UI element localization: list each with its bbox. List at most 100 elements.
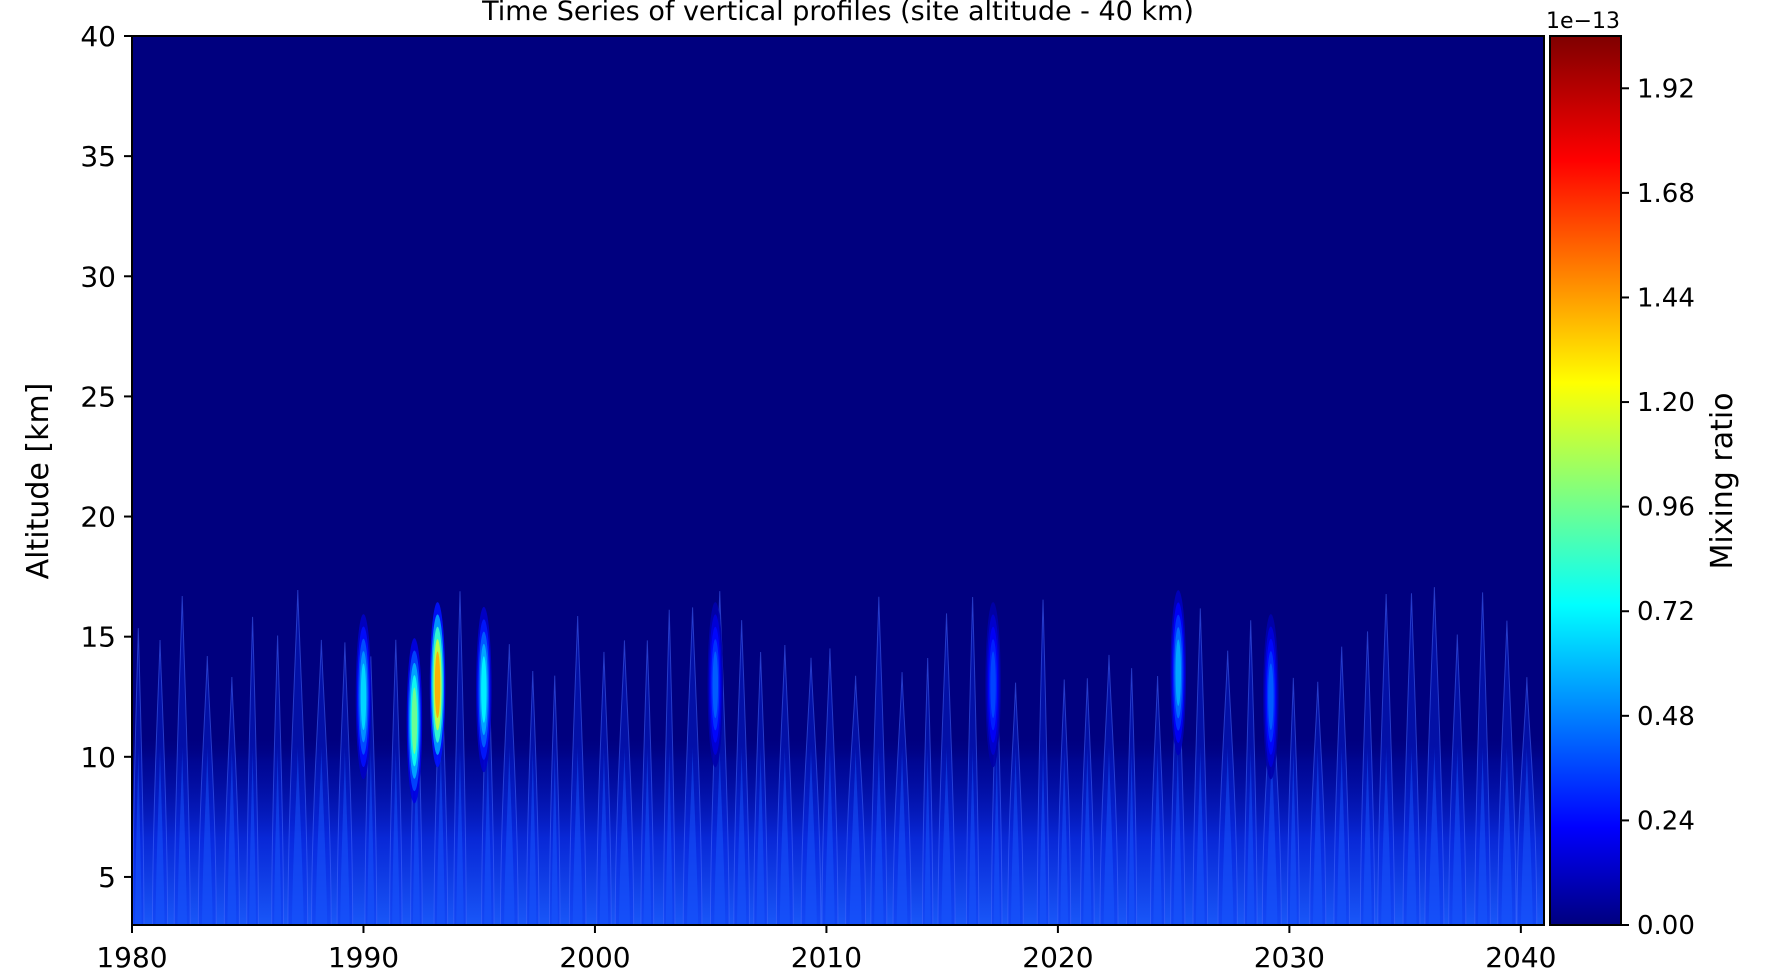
- seasonal-plume-core: [412, 744, 420, 925]
- seasonal-plume-core: [291, 744, 304, 925]
- seasonal-plume-core: [779, 744, 790, 925]
- seasonal-plume-core: [924, 744, 931, 925]
- colorbar-multiplier: 1e−13: [1546, 9, 1620, 34]
- seasonal-plume-core: [177, 744, 187, 925]
- seasonal-plume: [682, 607, 703, 925]
- seasonal-plume-core: [993, 744, 1000, 925]
- seasonal-plume: [1424, 587, 1445, 925]
- seasonal-plume: [800, 657, 822, 925]
- heatmap-field: [132, 587, 1544, 925]
- y-tick-label: 15: [80, 621, 116, 654]
- seasonal-plume-core: [1266, 744, 1278, 925]
- x-tick-label: 2030: [1254, 941, 1325, 974]
- seasonal-plume-core: [1289, 744, 1297, 925]
- seasonal-plume-core: [618, 744, 630, 925]
- seasonal-plume: [892, 672, 912, 925]
- seasonal-plume-core: [1103, 744, 1115, 925]
- plot-area: 1980 1990 2000 2010 2020 2030 2040 5 10 15 20 25 30…: [80, 20, 1556, 974]
- x-axis: 1980 1990 2000 2010 2020 2030 2040: [96, 925, 1556, 974]
- seasonal-plume: [1217, 650, 1238, 925]
- seasonal-plume-core: [1501, 744, 1513, 925]
- seasonal-plume-core: [1312, 744, 1323, 925]
- colorbar: 0.00 0.24 0.48 0.72 0.96 1.20 1.44 1.68 1.92 1e−…: [1546, 9, 1740, 941]
- colorbar-tick-label: 0.24: [1637, 806, 1695, 836]
- seasonal-plume: [197, 656, 217, 925]
- seasonal-plume-core: [551, 744, 558, 925]
- high-concentration-feature: [990, 651, 996, 718]
- seasonal-plume: [1516, 677, 1538, 925]
- seasonal-plume-core: [274, 744, 282, 925]
- seasonal-plume: [733, 620, 750, 925]
- seasonal-plume: [821, 648, 839, 925]
- seasonal-plume-core: [340, 744, 350, 925]
- colorbar-ticks: 0.00 0.24 0.48 0.72 0.96 1.20 1.44 1.68 1.92: [1621, 74, 1695, 941]
- seasonal-plume-core: [504, 744, 515, 925]
- y-tick-label: 40: [80, 20, 116, 53]
- seasonal-plume-core: [805, 744, 817, 925]
- seasonal-plume: [311, 639, 332, 925]
- seasonal-plume: [389, 639, 403, 925]
- seasonal-plume-core: [484, 744, 492, 925]
- seasonal-plume: [500, 644, 519, 925]
- colorbar-tick-label: 1.92: [1637, 74, 1695, 104]
- seasonal-plume-core: [1246, 744, 1255, 925]
- seasonal-plume: [1099, 654, 1119, 925]
- seasonal-plume: [336, 642, 354, 925]
- seasonal-plume-core: [1381, 744, 1392, 925]
- seasonal-plume: [937, 613, 956, 925]
- seasonal-plume: [173, 596, 191, 925]
- seasonal-plume-core: [687, 744, 699, 925]
- seasonal-plume: [709, 591, 730, 925]
- seasonal-plume: [922, 658, 934, 925]
- y-axis-title: Altitude [km]: [21, 383, 56, 580]
- colorbar-tick-label: 1.20: [1637, 388, 1695, 418]
- y-tick-label: 30: [80, 260, 116, 293]
- seasonal-plume-core: [1428, 744, 1441, 925]
- y-tick-label: 5: [98, 861, 116, 894]
- seasonal-plume-core: [736, 744, 747, 925]
- seasonal-plume-core: [896, 744, 908, 925]
- seasonal-plume-core: [1221, 744, 1234, 925]
- seasonal-plume: [1286, 677, 1300, 925]
- seasonal-plume: [1057, 679, 1072, 925]
- seasonal-plume-core: [1520, 744, 1533, 925]
- seasonal-plume: [614, 640, 635, 925]
- high-concentration-feature: [481, 656, 487, 723]
- x-tick-label: 2040: [1485, 941, 1556, 974]
- y-tick-label: 10: [80, 741, 116, 774]
- colorbar-tick-label: 0.72: [1637, 597, 1695, 627]
- seasonal-plume-core: [134, 744, 142, 925]
- y-axis: 5 10 15 20 25 30 35 40: [80, 20, 132, 894]
- seasonal-plume-core: [1039, 744, 1047, 925]
- seasonal-plume: [1080, 678, 1095, 925]
- y-tick-label: 35: [80, 140, 116, 173]
- colorbar-tick-label: 0.48: [1637, 702, 1695, 732]
- seasonal-plume-core: [756, 744, 765, 925]
- seasonal-plume: [596, 651, 612, 925]
- high-concentration-feature: [434, 651, 441, 718]
- seasonal-plume: [1359, 631, 1376, 925]
- seasonal-plume: [548, 675, 561, 925]
- seasonal-plume: [223, 676, 240, 925]
- seasonal-plume: [1377, 593, 1395, 925]
- seasonal-plume-core: [1173, 744, 1182, 925]
- x-tick-label: 2000: [559, 941, 630, 974]
- seasonal-plume: [526, 670, 540, 925]
- seasonal-plume-core: [456, 744, 464, 925]
- seasonal-plume-core: [665, 744, 673, 925]
- y-tick-label: 20: [80, 501, 116, 534]
- seasonal-plume: [1402, 593, 1421, 925]
- seasonal-plume-core: [227, 744, 237, 925]
- seasonal-plume: [663, 609, 676, 925]
- seasonal-plume: [132, 628, 145, 925]
- seasonal-plume: [1192, 608, 1209, 925]
- seasonal-plume: [1474, 592, 1491, 925]
- seasonal-plume-core: [1337, 744, 1347, 925]
- seasonal-plume: [845, 675, 867, 925]
- seasonal-plume: [568, 616, 587, 925]
- seasonal-plume-core: [941, 744, 952, 925]
- seasonal-plume: [640, 640, 655, 925]
- seasonal-plume-core: [1363, 744, 1372, 925]
- seasonal-plume: [364, 656, 378, 925]
- high-concentration-feature: [360, 663, 367, 730]
